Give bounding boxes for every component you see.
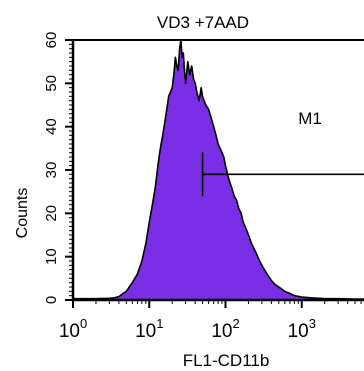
x-tick-label: 103 <box>288 316 316 342</box>
histogram-area <box>72 39 364 301</box>
y-tick-label: 40 <box>43 118 60 135</box>
plot-area <box>71 39 364 302</box>
y-tick-label: 60 <box>43 32 60 49</box>
y-tick-label: 10 <box>43 248 60 265</box>
x-axis-ticks: 100101102103104 <box>59 300 364 342</box>
x-axis-label: FL1-CD11b <box>183 351 270 370</box>
y-tick-label: 50 <box>43 75 60 92</box>
y-axis-label: Counts <box>14 188 31 239</box>
y-axis-ticks: 0 10 20 30 40 50 60 <box>43 32 73 304</box>
x-tick-label: 102 <box>211 316 239 342</box>
y-tick-label: 30 <box>43 162 60 179</box>
gate-label: M1 <box>298 109 322 128</box>
y-tick-label: 20 <box>43 205 60 222</box>
chart-title: VD3 +7AAD <box>157 13 249 32</box>
x-tick-label: 100 <box>59 316 87 342</box>
y-tick-label: 0 <box>43 296 60 304</box>
gate-marker: M1 <box>201 109 364 197</box>
x-tick-label: 101 <box>135 316 163 342</box>
